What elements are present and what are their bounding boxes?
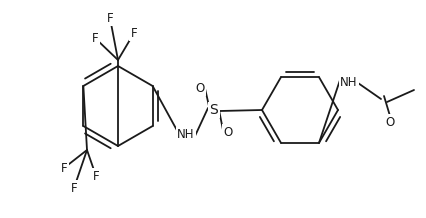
Text: S: S (210, 103, 219, 117)
Text: F: F (60, 162, 67, 174)
Text: O: O (386, 116, 394, 128)
Text: F: F (71, 182, 77, 194)
Text: NH: NH (340, 75, 358, 89)
Text: O: O (223, 126, 233, 138)
Text: F: F (93, 170, 99, 182)
Text: F: F (106, 12, 113, 24)
Text: F: F (92, 31, 98, 44)
Text: O: O (196, 82, 204, 94)
Text: F: F (131, 27, 137, 39)
Text: NH: NH (177, 128, 195, 141)
